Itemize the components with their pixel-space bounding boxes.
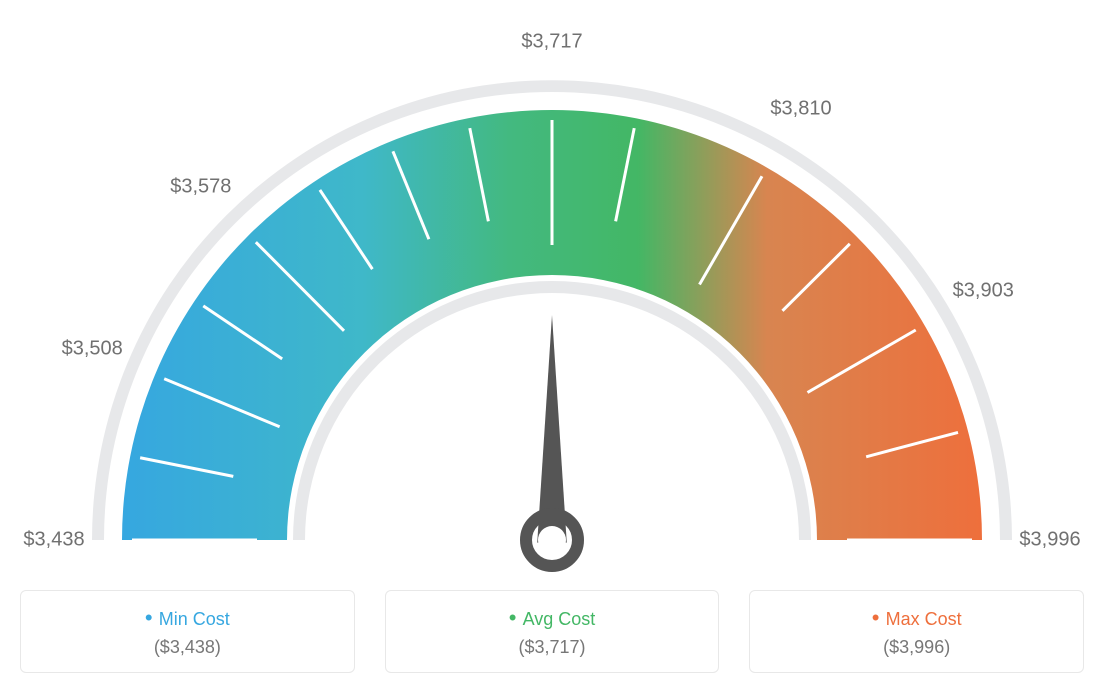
gauge-svg xyxy=(20,20,1084,580)
legend-avg-card: Avg Cost ($3,717) xyxy=(385,590,720,673)
gauge-tick-label: $3,810 xyxy=(770,97,831,120)
legend-min-card: Min Cost ($3,438) xyxy=(20,590,355,673)
legend-max-label: Max Cost xyxy=(770,605,1063,631)
legend-row: Min Cost ($3,438) Avg Cost ($3,717) Max … xyxy=(20,590,1084,673)
legend-min-value: ($3,438) xyxy=(41,637,334,658)
legend-max-value: ($3,996) xyxy=(770,637,1063,658)
gauge-tick-label: $3,508 xyxy=(62,337,123,360)
legend-avg-value: ($3,717) xyxy=(406,637,699,658)
legend-max-card: Max Cost ($3,996) xyxy=(749,590,1084,673)
gauge-tick-label: $3,717 xyxy=(521,31,582,54)
gauge-tick-label: $3,903 xyxy=(953,280,1014,303)
legend-min-label: Min Cost xyxy=(41,605,334,631)
gauge-tick-label: $3,438 xyxy=(23,529,84,552)
cost-gauge-chart: $3,438 $3,508 $3,578 $3,717 $3,810 $3,903 $3,9… xyxy=(20,20,1084,580)
gauge-tick-label: $3,578 xyxy=(170,175,231,198)
gauge-tick-label: $3,996 xyxy=(1019,529,1080,552)
legend-avg-label: Avg Cost xyxy=(406,605,699,631)
